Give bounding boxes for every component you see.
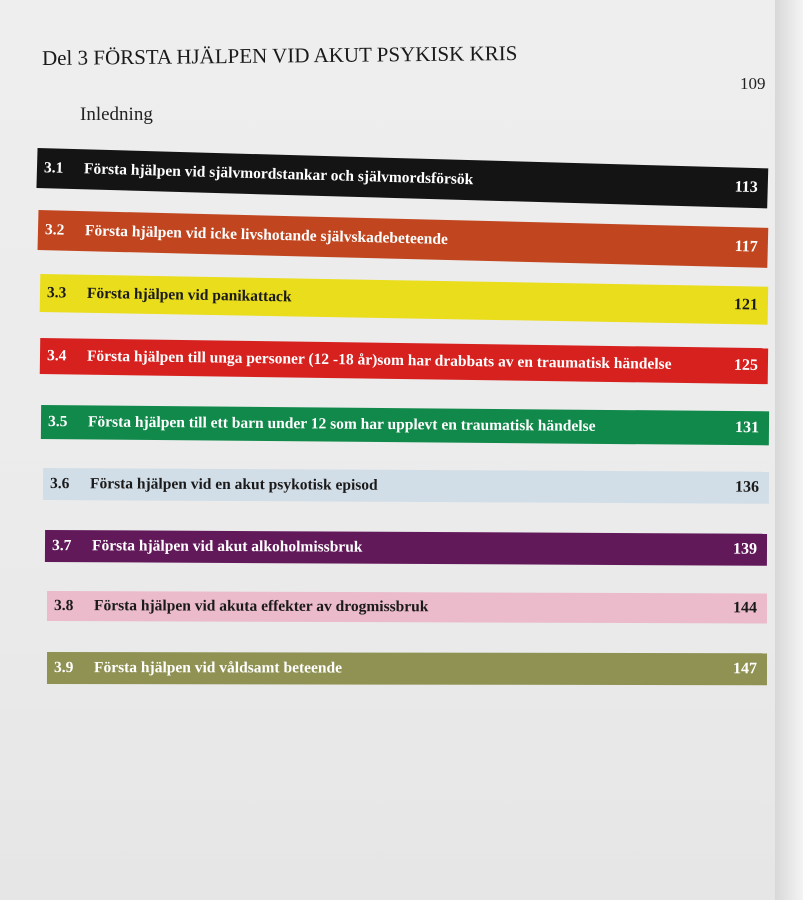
section-heading: Del 3 FÖRSTA HJÄLPEN VID AKUT PSYKISK KR… [41,41,518,70]
entry-title: Första hjälpen vid icke livshotande själ… [84,222,449,249]
entry-number: 3.5 [47,413,68,431]
entry-number: 3.7 [51,537,72,555]
entry-title: Första hjälpen vid akut alkoholmissbruk [91,537,363,556]
entry-title: Första hjälpen vid våldsamt beteende [93,659,343,677]
toc-entry-3-4: 3.4 Första hjälpen till unga personer (12… [39,338,769,385]
entry-title: Första hjälpen vid självmordstankar och … [83,160,474,189]
toc-entry-3-3: 3.3 Första hjälpen vid panikattack 121 [39,274,769,325]
entry-page: 144 [732,599,758,617]
entry-number: 3.4 [46,347,67,365]
toc-entry-3-8: 3.8 Första hjälpen vid akuta effekter av … [46,591,768,624]
entry-page: 125 [733,356,759,375]
entry-number: 3.9 [53,659,74,677]
entry-page: 121 [733,296,759,314]
entry-number: 3.2 [44,221,65,239]
heading-page-number: 109 [740,74,766,93]
entry-title: Första hjälpen vid en akut psykotisk epi… [89,475,378,494]
page-edge [775,0,803,900]
toc-entry-3-9: 3.9 Första hjälpen vid våldsamt beteende 1… [46,652,768,686]
toc-entry-3-5: 3.5 Första hjälpen till ett barn under 12… [40,405,770,446]
entry-page: 136 [734,478,760,496]
entry-title: Första hjälpen vid panikattack [86,284,292,306]
entry-page: 147 [732,660,758,678]
entry-title: Första hjälpen till unga personer (12 -1… [86,347,672,373]
intro-entry: Inledning [80,104,153,125]
entry-number: 3.6 [49,475,70,493]
entry-number: 3.1 [43,159,64,177]
entry-title: Första hjälpen till ett barn under 12 so… [87,413,596,435]
toc-entry-3-7: 3.7 Första hjälpen vid akut alkoholmissbr… [44,530,768,566]
entry-title: Första hjälpen vid akuta effekter av dro… [93,597,429,616]
toc-entry-3-1: 3.1 Första hjälpen vid självmordstankar o… [36,148,769,209]
entry-page: 131 [734,419,760,437]
entry-page: 113 [734,178,758,197]
toc-entry-3-2: 3.2 Första hjälpen vid icke livshotande s… [37,210,769,268]
entry-number: 3.3 [46,284,67,302]
entry-page: 117 [734,238,759,256]
entry-page: 139 [732,540,758,558]
toc-entry-3-6: 3.6 Första hjälpen vid en akut psykotisk … [42,468,770,504]
entry-number: 3.8 [53,597,74,615]
